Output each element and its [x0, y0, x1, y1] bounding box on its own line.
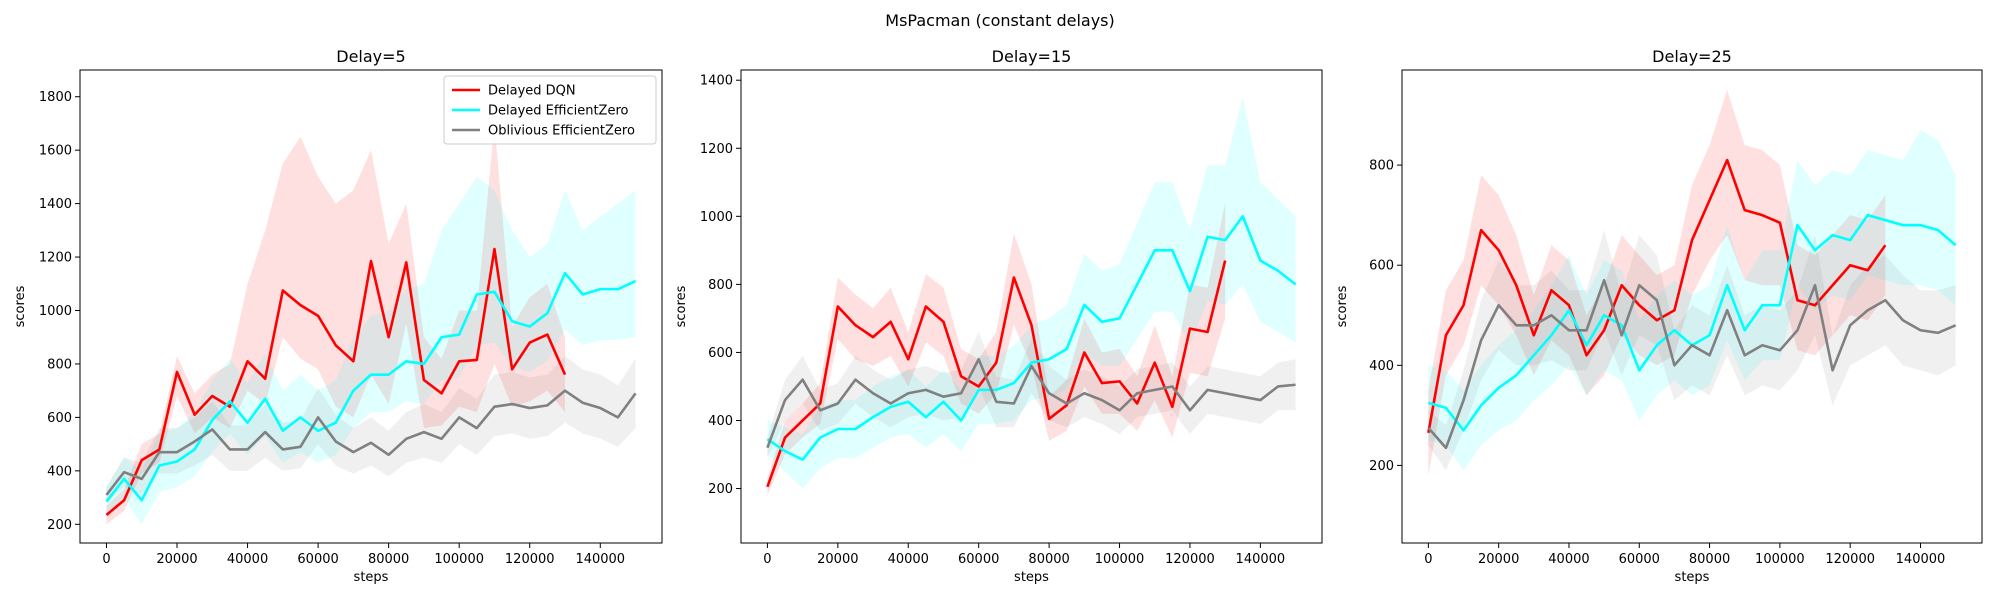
- x-tick-label: 20000: [817, 552, 858, 567]
- axes-frame: [1401, 69, 1983, 544]
- series-group: [766, 97, 1297, 496]
- chart-panel-3: 0 20000 40000 60000 80000 100000 120000 140000 2…: [1335, 47, 1983, 585]
- x-tick-label: 80000: [1028, 552, 1069, 567]
- band-oblivious-efficientzero: [106, 355, 636, 503]
- x-tick-label: 20000: [1478, 552, 1519, 567]
- y-tick-label: 600: [1369, 259, 1394, 274]
- y-tick-label: 400: [47, 464, 72, 479]
- y-tick-label: 200: [1369, 459, 1394, 474]
- y-tick-label: 1000: [39, 304, 72, 319]
- line-oblivious-efficientzero: [1427, 278, 1957, 450]
- line-delayed-dqn: [105, 247, 567, 516]
- plot-area: [80, 70, 662, 543]
- line-delayed-efficientzero: [766, 215, 1297, 461]
- chart-title: Delay=25: [1652, 47, 1732, 66]
- y-tick-label: 400: [708, 414, 733, 429]
- y-tick-label: 1600: [39, 144, 72, 159]
- x-tick-label: 0: [1424, 552, 1432, 567]
- x-tick-label: 40000: [227, 552, 268, 567]
- y-tick-label: 1200: [39, 251, 72, 266]
- y-tick-label: 200: [708, 482, 733, 497]
- band-delayed-efficientzero: [1428, 130, 1956, 471]
- figure-title: MsPacman (constant delays): [885, 11, 1114, 30]
- y-tick-label: 1200: [700, 142, 733, 157]
- x-tick-label: 100000: [1755, 552, 1805, 567]
- y-tick-label: 1000: [700, 210, 733, 225]
- x-tick-label: 0: [102, 552, 110, 567]
- line-oblivious-efficientzero: [105, 389, 637, 496]
- legend-entry: Delayed DQN: [488, 84, 576, 99]
- band-delayed-efficientzero: [767, 97, 1296, 489]
- line-delayed-efficientzero: [105, 271, 637, 503]
- band-delayed-dqn: [1428, 90, 1886, 476]
- band-delayed-dqn: [767, 202, 1226, 496]
- x-tick-label: 120000: [1825, 552, 1875, 567]
- x-tick-label: 40000: [1548, 552, 1589, 567]
- y-tick-label: 800: [1369, 159, 1394, 174]
- band-oblivious-efficientzero: [767, 332, 1296, 458]
- x-tick-label: 60000: [1619, 552, 1660, 567]
- band-delayed-dqn: [106, 123, 566, 525]
- x-tick-label: 100000: [1095, 552, 1145, 567]
- x-tick-label: 140000: [1236, 552, 1286, 567]
- x-tick-label: 100000: [434, 552, 484, 567]
- panels: 0 20000 40000 60000 80000 100000 120000 1400002…: [13, 47, 1983, 585]
- legend: Delayed DQN Delayed EfficientZero Obliviou…: [443, 75, 657, 145]
- x-axis-label: steps: [1675, 570, 1710, 585]
- y-tick-label: 1800: [39, 90, 72, 105]
- x-tick-label: 120000: [505, 552, 555, 567]
- x-tick-label: 120000: [1165, 552, 1215, 567]
- x-tick-label: 140000: [575, 552, 625, 567]
- x-tick-label: 80000: [1689, 552, 1730, 567]
- y-tick-label: 1400: [39, 197, 72, 212]
- chart-title: Delay=5: [336, 47, 405, 66]
- y-tick-label: 400: [1369, 359, 1394, 374]
- chart-panel-1: 0 20000 40000 60000 80000 100000 120000 140000 2…: [13, 47, 663, 585]
- y-axis-label: scores: [1335, 285, 1350, 327]
- x-tick-label: 0: [763, 552, 771, 567]
- series-group: [1427, 90, 1957, 476]
- y-tick-label: 800: [47, 357, 72, 372]
- chart-panel-2: 0 20000 40000 60000 80000 100000 120000 140000 2…: [674, 47, 1323, 585]
- legend-entry: Oblivious EfficientZero: [488, 124, 635, 139]
- line-delayed-dqn: [766, 260, 1227, 488]
- x-axis-label: steps: [1014, 570, 1049, 585]
- y-tick-label: 600: [47, 411, 72, 426]
- legend-entry: Delayed EfficientZero: [488, 104, 629, 119]
- x-tick-label: 40000: [888, 552, 929, 567]
- y-axis-label: scores: [674, 285, 689, 327]
- y-tick-label: 200: [47, 518, 72, 533]
- y-axis-label: scores: [13, 285, 28, 327]
- x-axis-label: steps: [354, 570, 389, 585]
- band-delayed-efficientzero: [106, 176, 636, 525]
- axes-frame: [79, 69, 663, 544]
- band-oblivious-efficientzero: [1428, 230, 1956, 471]
- series-group: [105, 123, 637, 525]
- y-tick-label: 1400: [700, 74, 733, 89]
- axes-frame: [740, 69, 1323, 544]
- y-tick-label: 800: [708, 278, 733, 293]
- legend-box: [443, 75, 657, 145]
- y-tick-label: 600: [708, 346, 733, 361]
- x-tick-label: 140000: [1896, 552, 1946, 567]
- x-tick-label: 60000: [958, 552, 999, 567]
- line-oblivious-efficientzero: [766, 357, 1296, 449]
- x-tick-label: 60000: [297, 552, 338, 567]
- x-tick-label: 80000: [368, 552, 409, 567]
- x-tick-label: 20000: [156, 552, 197, 567]
- chart-title: Delay=15: [992, 47, 1072, 66]
